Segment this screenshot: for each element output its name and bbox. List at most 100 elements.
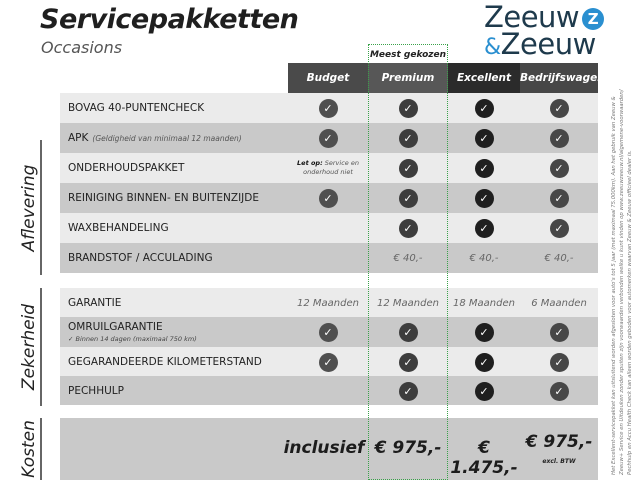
cell-value: 6 Maanden xyxy=(531,297,587,309)
page-subtitle: Occasions xyxy=(41,38,123,57)
cell-value: € 40,- xyxy=(544,252,574,264)
cell: € 40,- xyxy=(448,243,520,273)
check-icon: ✓ xyxy=(398,98,418,118)
check-icon: ✓ xyxy=(318,98,338,118)
cell: ✓ xyxy=(448,376,520,406)
check-icon: ✓ xyxy=(318,352,338,372)
table-row: REINIGING BINNEN- EN BUITENZIJDE ✓ ✓ ✓ ✓ xyxy=(60,183,598,213)
check-icon: ✓ xyxy=(549,188,569,208)
cell: ✓ xyxy=(520,123,598,153)
logo-line2: &Zeeuw xyxy=(484,27,596,61)
check-icon: ✓ xyxy=(318,128,338,148)
cell: ✓ xyxy=(368,153,448,183)
check-icon: ✓ xyxy=(474,381,494,401)
cell: 12 Maanden xyxy=(288,288,368,318)
cell: ✓ xyxy=(448,347,520,377)
cell-value: € 40,- xyxy=(393,252,423,264)
price-excellent: € 1.475,- xyxy=(450,438,518,478)
column-header-excellent: Excellent xyxy=(448,63,520,93)
table-row: BRANDSTOF / ACCULADING € 40,- € 40,- € 40,- xyxy=(60,243,598,273)
row-label: OMRUILGARANTIE xyxy=(68,321,163,333)
cell: € 40,- xyxy=(368,243,448,273)
cell: 12 Maanden xyxy=(368,288,448,318)
check-icon: ✓ xyxy=(549,352,569,372)
price-premium: € 975,- xyxy=(374,438,442,458)
page-title: Servicepakketten xyxy=(40,4,299,35)
check-icon: ✓ xyxy=(549,158,569,178)
cell: ✓ xyxy=(520,213,598,243)
column-header-budget: Budget xyxy=(288,63,368,93)
table-row: BOVAG 40-PUNTENCHECK ✓ ✓ ✓ ✓ xyxy=(60,93,598,123)
cell: ✓ xyxy=(448,123,520,153)
check-icon: ✓ xyxy=(474,352,494,372)
cell: ✓ xyxy=(520,153,598,183)
check-icon: ✓ xyxy=(474,218,494,238)
row-label: REINIGING BINNEN- EN BUITENZIJDE xyxy=(68,192,259,204)
cell: 18 Maanden xyxy=(448,288,520,318)
column-header-premium: Premium xyxy=(368,63,448,93)
most-chosen-label: Meest gekozen xyxy=(369,50,447,60)
check-icon: ✓ xyxy=(549,322,569,342)
cell-value: € 40,- xyxy=(469,252,499,264)
cell: ✓ xyxy=(448,153,520,183)
cell: Let op: Service en onderhoud niet xyxy=(288,153,368,183)
table-row: WAXBEHANDELING ✓ ✓ ✓ xyxy=(60,213,598,243)
cell-value: 12 Maanden xyxy=(297,297,359,309)
row-subnote: ✓ Binnen 14 dagen (maximaal 750 km) xyxy=(68,335,197,343)
check-icon: ✓ xyxy=(398,322,418,342)
check-icon: ✓ xyxy=(398,158,418,178)
table-row: APK (Geldigheid van minimaal 12 maanden) ✓… xyxy=(60,123,598,153)
cell: ✓ xyxy=(520,93,598,123)
cell: ✓ xyxy=(368,213,448,243)
cell: ✓ xyxy=(448,213,520,243)
section-aflevering: Aflevering xyxy=(18,140,42,275)
zeeuw-zeeuw-logo: Zeeuw &Zeeuw Z xyxy=(484,3,604,64)
cell: € 40,- xyxy=(520,243,598,273)
costs-row: inclusief € 975,- € 1.475,- € 975,- excl… xyxy=(60,418,598,480)
logo-swoosh-icon: Z xyxy=(582,8,604,30)
row-label: WAXBEHANDELING xyxy=(68,222,169,234)
check-icon: ✓ xyxy=(398,188,418,208)
cell-value: 18 Maanden xyxy=(453,297,515,309)
cell: ✓ xyxy=(520,317,598,347)
table-row: GARANTIE 12 Maanden 12 Maanden 18 Maanden 6 … xyxy=(60,288,598,317)
row-note: (Geldigheid van minimaal 12 maanden) xyxy=(92,134,242,143)
table-row: PECHHULP ✓ ✓ ✓ xyxy=(60,376,598,405)
cell: ✓ xyxy=(288,347,368,377)
cell-value: 12 Maanden xyxy=(377,297,439,309)
column-header-bedrijfswagens: Bedrijfswagens xyxy=(520,63,611,93)
check-icon: ✓ xyxy=(398,352,418,372)
check-icon: ✓ xyxy=(398,381,418,401)
check-icon: ✓ xyxy=(474,128,494,148)
cell: ✓ xyxy=(448,317,520,347)
check-icon: ✓ xyxy=(318,188,338,208)
price-bedrijfswagens: € 975,- xyxy=(525,432,593,452)
cell: ✓ xyxy=(368,93,448,123)
row-label: BOVAG 40-PUNTENCHECK xyxy=(68,102,205,114)
cell: ✓ xyxy=(448,183,520,213)
section-kosten: Kosten xyxy=(18,418,42,480)
budget-note: Let op: Service en onderhoud niet xyxy=(297,159,359,176)
table-row: ONDERHOUDSPAKKET Let op: Service en onder… xyxy=(60,153,598,183)
cell: ✓ xyxy=(368,183,448,213)
cell: ✓ xyxy=(288,183,368,213)
check-icon: ✓ xyxy=(549,381,569,401)
check-icon: ✓ xyxy=(549,98,569,118)
price-budget: inclusief xyxy=(283,438,365,458)
section-zekerheid: Zekerheid xyxy=(18,288,42,406)
cell: ✓ xyxy=(448,93,520,123)
row-label: ONDERHOUDSPAKKET xyxy=(68,162,185,174)
check-icon: ✓ xyxy=(398,218,418,238)
cell: ✓ xyxy=(368,347,448,377)
table-row: OMRUILGARANTIE ✓ Binnen 14 dagen (maximaa… xyxy=(60,317,598,347)
row-label: BRANDSTOF / ACCULADING xyxy=(68,252,213,264)
check-icon: ✓ xyxy=(318,322,338,342)
check-icon: ✓ xyxy=(549,218,569,238)
cell: ✓ xyxy=(288,93,368,123)
row-label: PECHHULP xyxy=(68,385,124,397)
cell: ✓ xyxy=(368,376,448,406)
check-icon: ✓ xyxy=(398,128,418,148)
cell: ✓ xyxy=(520,376,598,406)
check-icon: ✓ xyxy=(549,128,569,148)
check-icon: ✓ xyxy=(474,158,494,178)
